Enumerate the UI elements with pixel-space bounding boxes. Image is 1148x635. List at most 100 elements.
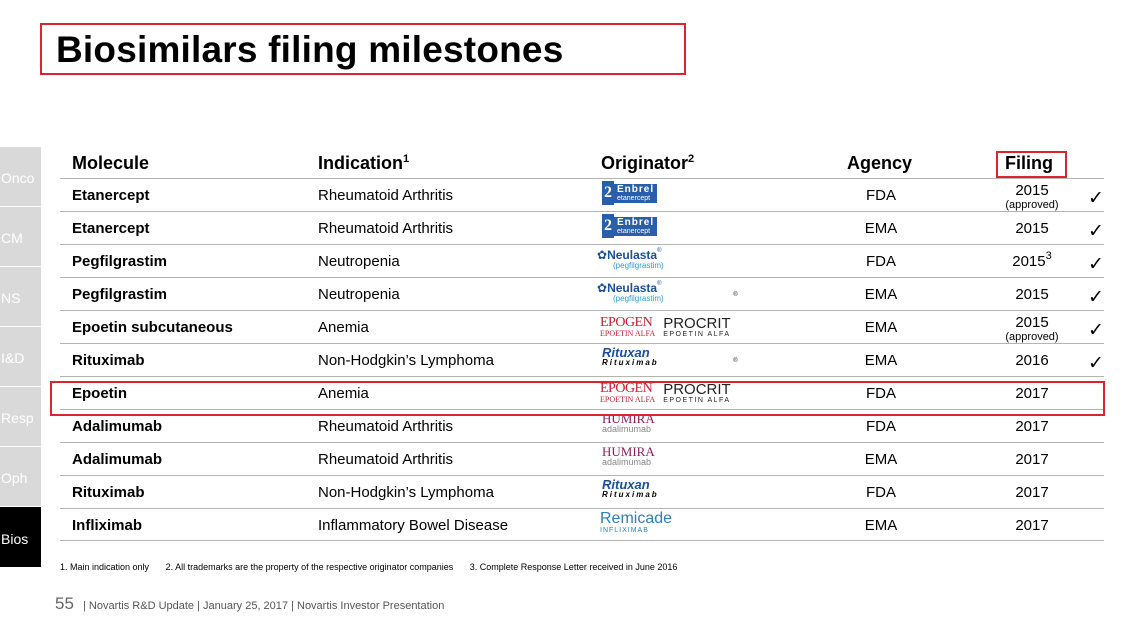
checkmark-icon: ✓ bbox=[1088, 287, 1104, 308]
agency-cell: EMA bbox=[864, 352, 898, 369]
footer: 55 | Novartis R&D Update | January 25, 2… bbox=[55, 594, 444, 614]
checkmark-icon: ✓ bbox=[1088, 320, 1104, 341]
checkmark-icon: ✓ bbox=[1088, 221, 1104, 242]
indication-cell: Non-Hodgkin’s Lymphoma bbox=[318, 484, 494, 501]
molecule-cell: Pegfilgrastim bbox=[72, 286, 168, 303]
indication-cell: Neutropenia bbox=[318, 286, 400, 303]
table-header: Molecule Indication1 Originator2 Agency … bbox=[60, 148, 1104, 178]
header-agency: Agency bbox=[847, 153, 913, 173]
molecule-cell: Adalimumab bbox=[72, 451, 163, 468]
agency-cell: FDA bbox=[866, 253, 896, 270]
filing-cell: 2015 (approved) bbox=[1005, 314, 1059, 344]
header-filing: Filing bbox=[1005, 153, 1053, 173]
agency-cell: FDA bbox=[866, 484, 896, 501]
originator-logo: HUMIRA adalimumab bbox=[602, 444, 655, 467]
page-title: Biosimilars filing milestones bbox=[56, 29, 564, 70]
table-row: Adalimumab Rheumatoid Arthritis HUMIRA a… bbox=[60, 409, 1104, 442]
footnote-1: 1. Main indication only bbox=[60, 562, 150, 572]
footer-text: | Novartis R&D Update | January 25, 2017… bbox=[82, 600, 445, 612]
agency-cell: FDA bbox=[866, 418, 896, 435]
enbrel-emblem-icon: 2 bbox=[602, 214, 614, 238]
originator-logo: EPOGEN EPOETIN ALFA PROCRIT ® EPOETIN ALF… bbox=[600, 358, 738, 404]
table-row: Infliximab Inflammatory Bowel Disease Re… bbox=[60, 508, 1104, 541]
filing-highlight-box bbox=[996, 151, 1067, 178]
header-indication: Indication1 bbox=[318, 153, 410, 173]
agency-cell: EMA bbox=[864, 286, 898, 303]
filing-cell: 2017 bbox=[1015, 385, 1049, 402]
indication-cell: Anemia bbox=[318, 319, 369, 336]
neulasta-swirl-icon: ✿ bbox=[597, 248, 608, 262]
indication-cell: Neutropenia bbox=[318, 253, 400, 270]
header-molecule: Molecule bbox=[72, 153, 150, 173]
originator-logo: Rituxan Rituximab bbox=[602, 345, 659, 367]
originator-logo: ✿Neulasta® (pegfilgrastim) bbox=[597, 248, 664, 270]
side-navigation: Onco CM NS I&D Resp Oph Bios bbox=[0, 147, 41, 568]
agency-cell: EMA bbox=[864, 517, 898, 534]
indication-cell: Rheumatoid Arthritis bbox=[318, 187, 454, 204]
nav-item-resp[interactable]: Resp bbox=[0, 387, 41, 447]
originator-logo: 2 Enbrel etanercept bbox=[600, 214, 658, 238]
nav-item-onco[interactable]: Onco bbox=[0, 147, 41, 207]
epoetin-highlight-box bbox=[50, 381, 1105, 416]
footnote-3: 3. Complete Response Letter received in … bbox=[469, 562, 678, 572]
indication-cell: Rheumatoid Arthritis bbox=[318, 418, 454, 435]
table-row: Etanercept Rheumatoid Arthritis 2 Enbrel… bbox=[60, 211, 1104, 244]
molecule-cell: Etanercept bbox=[72, 220, 150, 237]
enbrel-emblem-icon: 2 bbox=[602, 181, 614, 205]
nav-item-ns[interactable]: NS bbox=[0, 267, 41, 327]
filing-cell: 2015 bbox=[1015, 220, 1049, 237]
molecule-cell: Rituximab bbox=[72, 484, 145, 501]
agency-cell: EMA bbox=[864, 319, 898, 336]
header-originator: Originator2 bbox=[601, 153, 695, 173]
molecule-cell: Pegfilgrastim bbox=[72, 253, 168, 270]
molecule-cell: Infliximab bbox=[72, 517, 143, 534]
molecule-cell: Epoetin bbox=[72, 385, 127, 402]
molecule-cell: Adalimumab bbox=[72, 418, 163, 435]
filing-cell: 2015 bbox=[1015, 286, 1049, 303]
originator-logo: ✿Neulasta® (pegfilgrastim) bbox=[597, 281, 664, 303]
table-row: Rituximab Non-Hodgkin’s Lymphoma Rituxan… bbox=[60, 343, 1104, 376]
molecule-cell: Etanercept bbox=[72, 187, 150, 204]
indication-cell: Inflammatory Bowel Disease bbox=[318, 517, 509, 534]
originator-logo: Rituxan Rituximab bbox=[602, 477, 659, 499]
filing-cell: 2017 bbox=[1015, 517, 1049, 534]
page-number: 55 bbox=[55, 594, 74, 613]
agency-cell: EMA bbox=[864, 220, 898, 237]
originator-logo: Remicade INFLIXIMAB bbox=[600, 510, 673, 535]
table-row: Pegfilgrastim Neutropenia ✿Neulasta® (pe… bbox=[60, 244, 1104, 277]
checkmark-icon: ✓ bbox=[1088, 188, 1104, 209]
table-row: Epoetin subcutaneous Anemia EPOGEN EPOET… bbox=[60, 292, 1104, 344]
title-highlight-box bbox=[40, 23, 686, 75]
indication-cell: Anemia bbox=[318, 385, 369, 402]
agency-cell: FDA bbox=[866, 385, 896, 402]
filing-cell: 2015 (approved) bbox=[1005, 182, 1059, 212]
originator-logo: 2 Enbrel etanercept bbox=[600, 181, 658, 205]
molecule-cell: Epoetin subcutaneous bbox=[72, 319, 233, 336]
footnote-2: 2. All trademarks are the property of th… bbox=[165, 562, 454, 572]
table-body: Etanercept Rheumatoid Arthritis 2 Enbrel… bbox=[60, 178, 1104, 541]
agency-cell: FDA bbox=[866, 187, 896, 204]
table-row: Pegfilgrastim Neutropenia ✿Neulasta® (pe… bbox=[60, 277, 1104, 310]
filing-cell: 2017 bbox=[1015, 451, 1049, 468]
filing-cell: 2016 bbox=[1015, 352, 1049, 369]
footnotes: 1. Main indication only 2. All trademark… bbox=[60, 562, 691, 572]
table-row: Rituximab Non-Hodgkin’s Lymphoma Rituxan… bbox=[60, 475, 1104, 508]
table-row: Adalimumab Rheumatoid Arthritis HUMIRA a… bbox=[60, 442, 1104, 475]
indication-cell: Rheumatoid Arthritis bbox=[318, 220, 454, 237]
table-row: Epoetin Anemia EPOGEN EPOETIN ALFA PROCR… bbox=[60, 358, 1104, 409]
nav-item-bios[interactable]: Bios bbox=[0, 507, 41, 568]
indication-cell: Rheumatoid Arthritis bbox=[318, 451, 454, 468]
checkmark-icon: ✓ bbox=[1088, 353, 1104, 374]
nav-item-cm[interactable]: CM bbox=[0, 207, 41, 267]
filing-cell: 20153 bbox=[1012, 250, 1052, 270]
filing-cell: 2017 bbox=[1015, 418, 1049, 435]
table-row: Etanercept Rheumatoid Arthritis 2 Enbrel… bbox=[60, 178, 1104, 211]
checkmark-icon: ✓ bbox=[1088, 254, 1104, 275]
nav-item-id[interactable]: I&D bbox=[0, 327, 41, 387]
agency-cell: EMA bbox=[864, 451, 898, 468]
nav-item-oph[interactable]: Oph bbox=[0, 447, 41, 507]
molecule-cell: Rituximab bbox=[72, 352, 145, 369]
filing-cell: 2017 bbox=[1015, 484, 1049, 501]
originator-logo: EPOGEN EPOETIN ALFA PROCRIT ® EPOETIN ALF… bbox=[600, 292, 738, 338]
milestones-table: Molecule Indication1 Originator2 Agency … bbox=[60, 148, 1104, 541]
